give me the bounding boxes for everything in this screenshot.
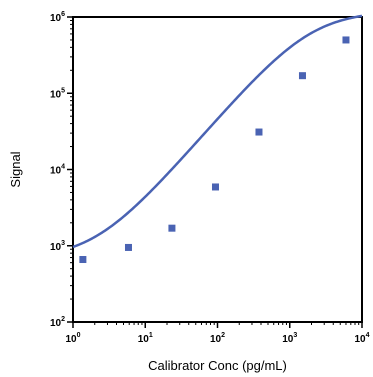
y-axis-ticks: 102 103 104 105 106 (50, 11, 73, 329)
data-point (124, 243, 132, 251)
data-point (298, 72, 306, 80)
data-point (255, 128, 263, 136)
x-axis-title: Calibrator Conc (pg/mL) (148, 358, 287, 373)
data-point (342, 36, 350, 44)
plot-frame (72, 16, 363, 323)
y-tick-label: 105 (50, 87, 65, 100)
x-tick-label: 100 (65, 332, 80, 345)
x-axis-ticks: 100 101 102 103 104 (65, 322, 370, 345)
x-tick-label: 101 (138, 332, 153, 345)
y-tick-label: 104 (50, 164, 65, 177)
y-tick-label: 102 (50, 316, 65, 329)
data-point (168, 224, 176, 232)
x-tick-label: 102 (210, 332, 225, 345)
y-tick-label: 103 (50, 240, 65, 253)
y-axis-title: Signal (8, 151, 23, 187)
x-tick-label: 104 (354, 332, 369, 345)
plot-area: 100 101 102 103 104 102 103 104 105 106 (50, 11, 370, 345)
x-tick-label: 103 (282, 332, 297, 345)
data-points (79, 36, 350, 264)
fit-curve (72, 14, 363, 249)
data-point (211, 183, 219, 191)
data-point (79, 256, 87, 264)
y-tick-label: 106 (50, 11, 65, 24)
